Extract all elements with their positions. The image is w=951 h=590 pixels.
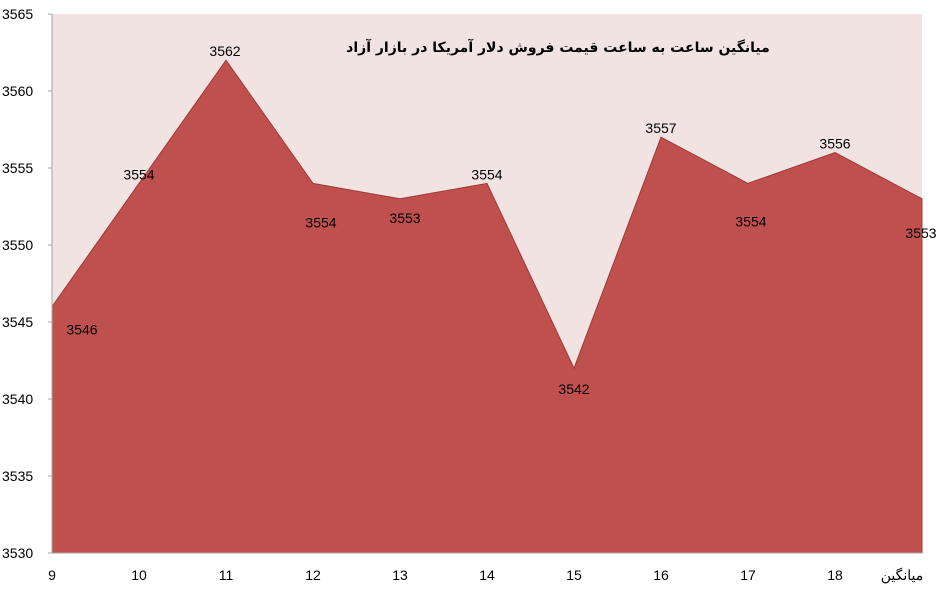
series-area — [51, 59, 923, 554]
data-labels: 3546 3554 3562 3554 3553 3554 3542 3557 3554 3556… — [66, 43, 936, 397]
x-tick-label: 13 — [392, 567, 408, 583]
axes — [51, 14, 922, 554]
data-label: 3556 — [819, 136, 850, 152]
x-tick-label: 9 — [48, 567, 56, 583]
y-tick-label: 3545 — [2, 314, 33, 330]
data-label: 3554 — [123, 166, 154, 182]
y-tick-label: 3530 — [2, 545, 33, 561]
y-tick-label: 3550 — [2, 237, 33, 253]
x-axis-ticks: 9 10 11 12 13 14 15 16 17 18 میانگین — [48, 567, 923, 584]
y-tick-label: 3560 — [2, 83, 33, 99]
data-label: 3542 — [558, 381, 589, 397]
y-tick-label: 3565 — [2, 6, 33, 22]
area-series-shape — [51, 59, 923, 554]
data-label: 3557 — [645, 120, 676, 136]
x-tick-label: 17 — [740, 567, 756, 583]
x-tick-label: 14 — [479, 567, 495, 583]
x-tick-label: 10 — [131, 567, 147, 583]
chart-title: میانگین ساعت به ساعت قیمت فروش دلار آمری… — [346, 38, 770, 56]
x-tick-label: 11 — [219, 567, 234, 583]
data-label: 3546 — [66, 322, 97, 338]
data-label: 3553 — [389, 210, 420, 226]
y-tick-label: 3535 — [2, 468, 33, 484]
x-tick-label: 15 — [566, 567, 582, 583]
data-label: 3562 — [209, 43, 240, 59]
data-label: 3554 — [471, 166, 502, 182]
y-tick-label: 3540 — [2, 391, 33, 407]
x-tick-label: 18 — [827, 567, 843, 583]
x-tick-label: 16 — [653, 567, 669, 583]
data-label: 3554 — [735, 213, 766, 229]
x-tick-label: میانگین — [881, 567, 924, 584]
x-tick-label: 12 — [305, 567, 321, 583]
data-label: 3553 — [905, 225, 936, 241]
data-label: 3554 — [305, 214, 336, 230]
y-axis-ticks: 3530 3535 3540 3545 3550 3555 3560 3565 — [2, 6, 52, 561]
y-tick-label: 3555 — [2, 160, 33, 176]
